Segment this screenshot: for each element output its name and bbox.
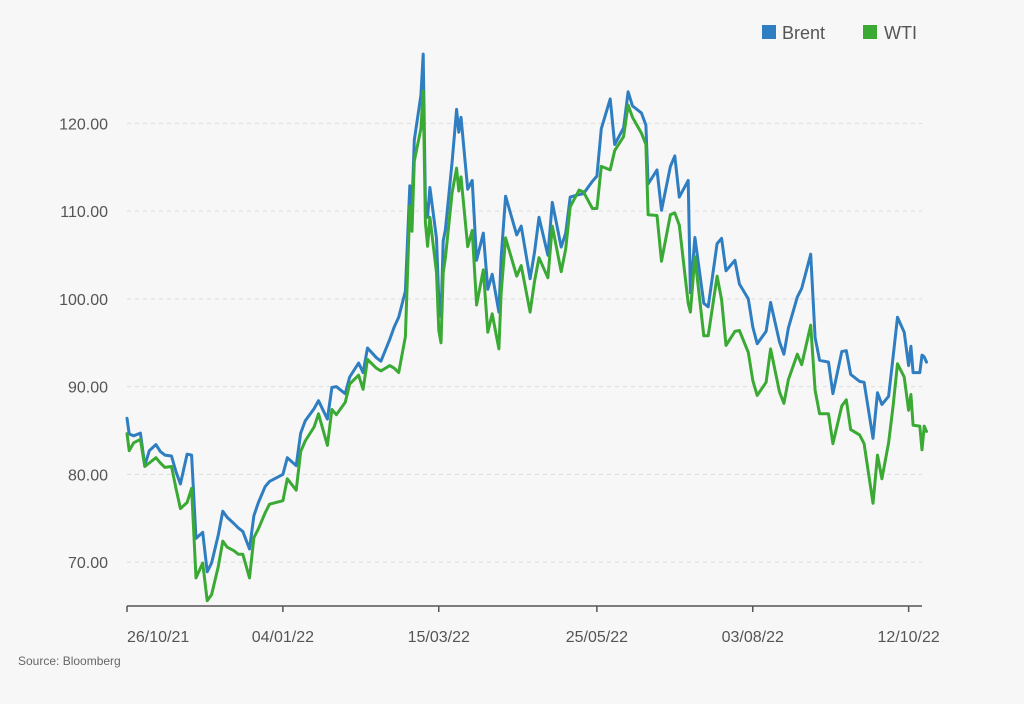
- x-tick-label: 25/05/22: [566, 629, 628, 646]
- legend-swatch-brent: [762, 25, 776, 39]
- x-tick-label: 12/10/22: [877, 629, 939, 646]
- legend-swatch-wti: [863, 25, 877, 39]
- y-axis-tick-labels: 70.00 80.00 90.00 100.00 110.00 120.00: [59, 116, 108, 572]
- y-tick-label: 80.00: [68, 467, 108, 484]
- y-tick-label: 120.00: [59, 116, 108, 133]
- y-tick-label: 70.00: [68, 555, 108, 572]
- gridlines: [127, 122, 922, 563]
- x-axis-ticks: 26/10/21 04/01/22 15/03/22 25/05/22 03/08/22…: [126, 606, 940, 646]
- series-lines: [125, 52, 928, 603]
- series-line-brent: [125, 52, 928, 574]
- legend-label-wti: WTI: [884, 23, 917, 43]
- x-tick-label: 03/08/22: [722, 629, 784, 646]
- source-note: Source: Bloomberg: [18, 654, 121, 668]
- y-tick-label: 90.00: [68, 380, 108, 397]
- x-tick-label: 26/10/21: [127, 629, 189, 646]
- x-tick-label: 15/03/22: [408, 629, 470, 646]
- legend: Brent WTI: [762, 23, 917, 43]
- y-tick-label: 110.00: [60, 204, 108, 221]
- x-tick-label: 04/01/22: [252, 629, 314, 646]
- legend-label-brent: Brent: [782, 23, 825, 43]
- series-line-wti: [125, 89, 928, 603]
- y-tick-label: 100.00: [59, 292, 108, 309]
